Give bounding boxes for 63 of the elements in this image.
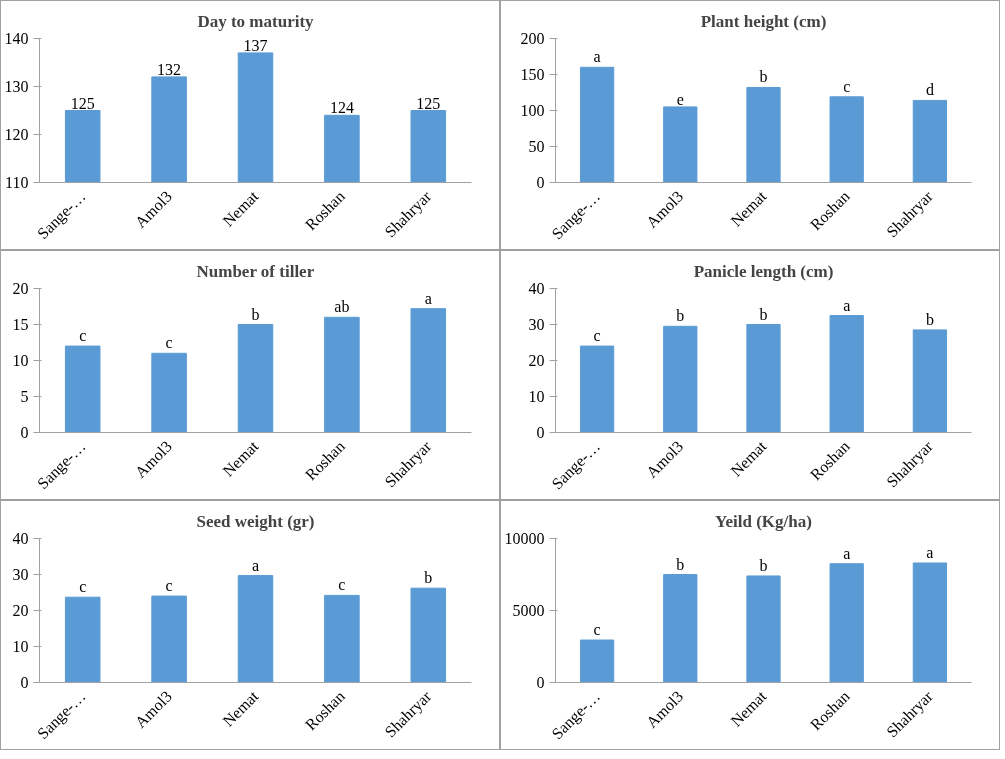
data-label: 124 [329, 99, 354, 117]
y-tick-label: 20 [12, 280, 29, 297]
chart-title: Panicle length (cm) [693, 261, 834, 281]
y-tick-label: 0 [536, 174, 545, 191]
data-label: d [925, 81, 934, 99]
y-tick-label: 110 [5, 174, 29, 191]
chart-title: Day to maturity [197, 11, 315, 31]
y-tick-label: 30 [528, 316, 545, 333]
y-tick-label: 20 [528, 352, 545, 369]
data-label: a [926, 543, 934, 561]
data-label: c [843, 77, 851, 95]
data-label: b [925, 310, 934, 328]
data-label: b [759, 68, 768, 86]
data-label: e [676, 90, 684, 108]
data-label: 137 [243, 36, 268, 54]
data-label: a [251, 556, 260, 574]
chart-title: Number of tiller [196, 261, 315, 281]
data-label: b [676, 555, 685, 573]
data-label: a [843, 296, 851, 314]
y-tick-label: 5000 [512, 602, 545, 619]
data-label: c [79, 327, 87, 345]
y-tick-label: 10 [528, 388, 545, 405]
data-label: 125 [70, 94, 95, 112]
y-tick-label: 120 [4, 126, 29, 143]
y-tick-label: 130 [4, 78, 29, 95]
data-label: c [593, 327, 601, 345]
y-tick-label: 15 [12, 316, 29, 333]
data-label: c [79, 578, 87, 596]
data-label: a [843, 544, 851, 562]
data-label: 125 [416, 94, 441, 112]
data-label: 132 [157, 60, 182, 78]
data-label: ab [334, 298, 350, 316]
y-tick-label: 40 [12, 530, 29, 547]
data-label: b [676, 307, 685, 325]
data-label: c [165, 577, 173, 595]
chart-title: Plant height (cm) [700, 11, 827, 31]
data-label: c [338, 576, 346, 594]
y-tick-label: 50 [528, 138, 545, 155]
y-tick-label: 200 [520, 30, 545, 47]
data-label: b [424, 569, 433, 587]
y-tick-label: 0 [20, 674, 29, 691]
y-tick-label: 10000 [504, 530, 545, 547]
y-tick-label: 10 [12, 352, 29, 369]
y-tick-label: 0 [536, 674, 545, 691]
data-label: b [759, 305, 768, 323]
y-tick-label: 0 [536, 424, 545, 441]
y-tick-label: 0 [20, 424, 29, 441]
y-tick-label: 140 [4, 30, 29, 47]
data-label: c [165, 334, 173, 352]
y-tick-label: 30 [12, 566, 29, 583]
y-tick-label: 5 [20, 388, 29, 405]
y-tick-label: 40 [528, 280, 545, 297]
data-label: a [424, 289, 432, 307]
data-label: a [593, 48, 601, 66]
y-tick-label: 20 [12, 602, 29, 619]
chart-title: Seed weight (gr) [196, 511, 315, 531]
data-label: c [593, 621, 601, 639]
chart-title: Yeild (Kg/ha) [715, 511, 812, 531]
y-tick-label: 10 [12, 638, 29, 655]
y-tick-label: 150 [520, 66, 545, 83]
y-tick-label: 100 [520, 102, 545, 119]
data-label: b [251, 305, 260, 323]
data-label: b [759, 556, 768, 574]
